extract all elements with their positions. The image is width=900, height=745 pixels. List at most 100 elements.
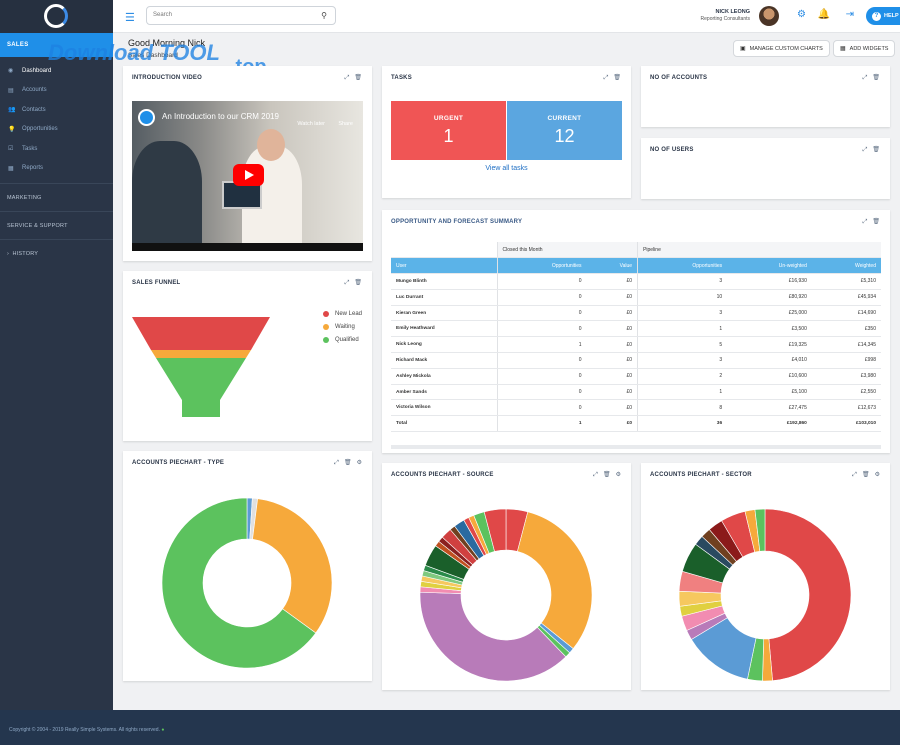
user-info[interactable]: NICK LEONG Reporting Consultants: [701, 9, 750, 22]
sidebar-item-dashboard[interactable]: ◉ Dashboard: [0, 61, 113, 81]
table-cell: £0: [586, 415, 638, 433]
donut-chart-type: [161, 497, 333, 669]
column-header[interactable]: Un-weighted: [727, 257, 812, 275]
card-actions: ⤢ 🗑 ⚙: [847, 471, 880, 479]
sidebar-section-sales[interactable]: SALES: [0, 33, 113, 57]
delete-icon[interactable]: 🗑: [872, 219, 880, 225]
delete-icon[interactable]: 🗑: [343, 460, 352, 466]
legend-item[interactable]: Waiting: [323, 320, 362, 333]
accounts-icon: ▤: [8, 87, 14, 94]
channel-logo[interactable]: [138, 109, 155, 126]
sidebar-item-tasks[interactable]: ☑ Tasks: [0, 139, 113, 159]
table-cell: 3: [637, 352, 728, 369]
table-cell: Emily Heathward: [391, 320, 497, 338]
pie-slice[interactable]: [764, 508, 852, 681]
urgent-count: 1: [443, 126, 454, 146]
delete-icon[interactable]: 🗑: [354, 280, 362, 286]
expand-icon[interactable]: ⤢: [603, 75, 609, 81]
table-cell: £0: [586, 352, 638, 369]
top-bar: ☰ Search ⚲ NICK LEONG Reporting Consultant…: [113, 0, 900, 33]
card-actions: ⤢ 🗑: [858, 218, 880, 226]
table-cell: £998: [811, 352, 881, 369]
search-icon[interactable]: ⚲: [321, 11, 327, 20]
table-cell: £14,345: [811, 336, 881, 354]
grid-icon: ▦: [840, 46, 846, 52]
legend-item[interactable]: Qualified: [323, 333, 362, 346]
manage-custom-charts-button[interactable]: ▣ MANAGE CUSTOM CHARTS: [733, 40, 830, 57]
expand-icon[interactable]: ⤢: [344, 75, 350, 81]
funnel-segment-new-lead[interactable]: [132, 317, 270, 350]
watch-later-button[interactable]: Watch later: [297, 121, 325, 127]
settings-icon[interactable]: ⚙: [615, 472, 621, 478]
logout-icon[interactable]: ⇥: [845, 9, 854, 20]
funnel-segment-qualified[interactable]: [156, 358, 246, 417]
legend-swatch: [323, 323, 329, 330]
play-button[interactable]: [233, 164, 264, 186]
column-header[interactable]: Opportunities: [637, 257, 728, 275]
expand-icon[interactable]: ⤢: [862, 147, 868, 153]
horizontal-scrollbar[interactable]: [391, 445, 881, 449]
view-all-tasks-link[interactable]: View all tasks: [485, 165, 528, 172]
delete-icon[interactable]: 🗑: [872, 75, 880, 81]
expand-icon[interactable]: ⤢: [862, 219, 868, 225]
sidebar-section-service[interactable]: SERVICE & SUPPORT: [0, 211, 113, 239]
urgent-tasks-tile[interactable]: URGENT 1: [391, 101, 506, 160]
expand-icon[interactable]: ⤢: [344, 280, 350, 286]
sidebar-item-accounts[interactable]: ▤ Accounts: [0, 81, 113, 101]
pie-slice[interactable]: [754, 508, 766, 552]
hamburger-menu-icon[interactable]: ☰: [125, 12, 135, 24]
pie-slice[interactable]: [483, 508, 507, 552]
sidebar-item-contacts[interactable]: 👥 Contacts: [0, 100, 113, 120]
table-cell: 36: [637, 415, 728, 433]
share-button[interactable]: Share: [338, 121, 353, 127]
table-cell: 1: [496, 415, 587, 433]
settings-gears-icon[interactable]: ⚙: [797, 9, 806, 20]
pie-slice[interactable]: [517, 511, 593, 650]
chevron-right-icon: ›: [7, 251, 13, 257]
expand-icon[interactable]: ⤢: [593, 472, 598, 478]
add-widgets-button[interactable]: ▦ ADD WIDGETS: [833, 40, 896, 57]
sidebar-section-marketing[interactable]: MARKETING: [0, 183, 113, 211]
delete-icon[interactable]: 🗑: [613, 75, 621, 81]
current-tasks-tile[interactable]: CURRENT 12: [507, 101, 622, 160]
help-icon: ?: [872, 12, 881, 21]
expand-icon[interactable]: ⤢: [862, 75, 868, 81]
avatar[interactable]: [759, 6, 779, 26]
column-header[interactable]: Opportunities: [496, 257, 587, 275]
urgent-label: URGENT: [433, 115, 464, 122]
delete-icon[interactable]: 🗑: [354, 75, 362, 81]
card-actions: ⤢ 🗑: [858, 74, 880, 82]
funnel-segment-waiting[interactable]: [151, 350, 251, 358]
legend-item[interactable]: New Lead: [323, 307, 362, 320]
delete-icon[interactable]: 🗑: [872, 147, 880, 153]
expand-icon[interactable]: ⤢: [852, 472, 857, 478]
pie-slice[interactable]: [161, 497, 317, 669]
delete-icon[interactable]: 🗑: [602, 472, 611, 478]
sidebar-section-history[interactable]: › HISTORY: [0, 239, 113, 267]
settings-icon[interactable]: ⚙: [356, 460, 362, 466]
column-header[interactable]: Value: [586, 257, 638, 275]
search-input[interactable]: Search ⚲: [146, 6, 336, 25]
table-cell: £0: [586, 289, 638, 306]
legend-label: Waiting: [335, 323, 355, 330]
table-cell: 0: [496, 320, 587, 338]
notifications-bell-icon[interactable]: 🔔: [817, 9, 830, 20]
pie-slice[interactable]: [252, 498, 333, 634]
table-cell: Victoria Wilson: [391, 399, 497, 417]
table-cell: Mungo Blinth: [391, 273, 497, 290]
settings-icon[interactable]: ⚙: [874, 472, 880, 478]
column-header[interactable]: Weighted: [811, 257, 881, 275]
column-header[interactable]: User: [391, 257, 497, 275]
video-player[interactable]: An Introduction to our CRM 2019 Watch la…: [132, 101, 363, 251]
video-title[interactable]: An Introduction to our CRM 2019: [162, 112, 279, 121]
pie-slice[interactable]: [419, 591, 567, 682]
delete-icon[interactable]: 🗑: [861, 472, 870, 478]
table-cell: £0: [586, 336, 638, 354]
help-button[interactable]: ? HELP: [866, 7, 900, 25]
accounts-progress-bar: 291 accounts: [650, 102, 881, 118]
sidebar-item-opportunities[interactable]: 💡 Opportunities: [0, 120, 113, 140]
sidebar-item-reports[interactable]: ▦ Reports: [0, 159, 113, 179]
expand-icon[interactable]: ⤢: [334, 460, 339, 466]
donut-chart-sector: [678, 508, 852, 682]
app-logo[interactable]: [0, 0, 113, 33]
